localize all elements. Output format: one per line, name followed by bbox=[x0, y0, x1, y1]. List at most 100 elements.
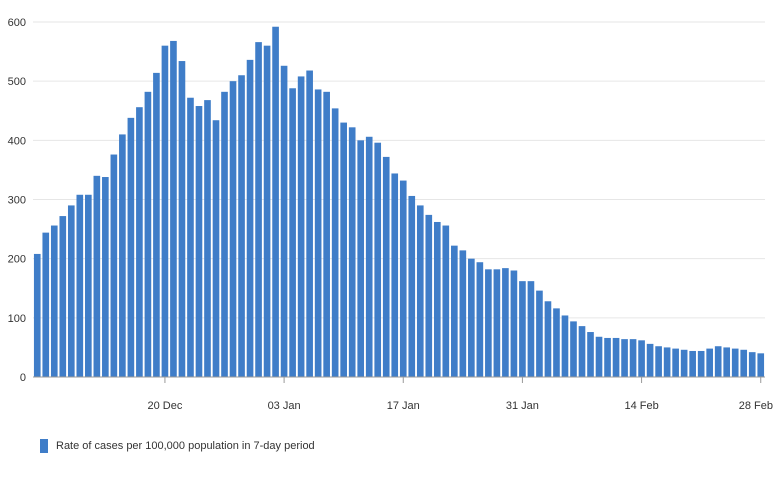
bar[interactable] bbox=[536, 290, 543, 377]
bar[interactable] bbox=[748, 352, 756, 377]
bar[interactable] bbox=[297, 76, 305, 378]
bar[interactable] bbox=[731, 348, 739, 377]
bar[interactable] bbox=[612, 337, 620, 377]
bar[interactable] bbox=[570, 321, 577, 377]
bar[interactable] bbox=[153, 72, 160, 377]
bar[interactable] bbox=[544, 301, 552, 377]
bar[interactable] bbox=[374, 142, 382, 377]
bar[interactable] bbox=[323, 91, 330, 377]
bar[interactable] bbox=[119, 134, 126, 377]
bar[interactable] bbox=[161, 45, 169, 378]
bar[interactable] bbox=[212, 120, 220, 377]
bar[interactable] bbox=[238, 75, 245, 377]
bar[interactable] bbox=[289, 88, 296, 378]
bar[interactable] bbox=[42, 232, 50, 377]
bar[interactable] bbox=[519, 281, 526, 377]
x-tick-label: 28 Feb bbox=[739, 400, 773, 412]
y-tick-label: 500 bbox=[8, 76, 26, 88]
bar[interactable] bbox=[331, 108, 339, 377]
legend-label: Rate of cases per 100,000 population in … bbox=[56, 440, 315, 452]
bars bbox=[33, 26, 765, 378]
bar[interactable] bbox=[578, 326, 586, 377]
bar[interactable] bbox=[485, 269, 492, 377]
bar[interactable] bbox=[629, 339, 637, 377]
bar[interactable] bbox=[621, 339, 628, 377]
bar[interactable] bbox=[76, 194, 84, 377]
bar[interactable] bbox=[672, 348, 679, 377]
bar[interactable] bbox=[587, 332, 594, 377]
bar[interactable] bbox=[255, 42, 262, 378]
bar[interactable] bbox=[110, 154, 118, 377]
bar[interactable] bbox=[357, 140, 365, 377]
bar[interactable] bbox=[306, 70, 313, 378]
bar[interactable] bbox=[195, 106, 203, 378]
bar[interactable] bbox=[314, 89, 322, 377]
bar[interactable] bbox=[442, 225, 450, 377]
bar[interactable] bbox=[510, 270, 518, 378]
bar[interactable] bbox=[604, 337, 611, 377]
bar[interactable] bbox=[459, 250, 467, 377]
bar[interactable] bbox=[561, 315, 569, 377]
bar[interactable] bbox=[706, 348, 713, 377]
bar[interactable] bbox=[689, 350, 696, 377]
bar[interactable] bbox=[493, 269, 501, 377]
bar[interactable] bbox=[204, 100, 211, 377]
bar[interactable] bbox=[408, 195, 416, 377]
bar[interactable] bbox=[553, 308, 560, 377]
bar[interactable] bbox=[680, 349, 688, 377]
bar[interactable] bbox=[416, 205, 424, 377]
bar[interactable] bbox=[170, 40, 177, 378]
bar[interactable] bbox=[646, 343, 654, 377]
bar[interactable] bbox=[280, 65, 288, 377]
bar[interactable] bbox=[740, 349, 748, 377]
bar[interactable] bbox=[272, 26, 279, 377]
legend[interactable]: Rate of cases per 100,000 population in … bbox=[40, 437, 315, 455]
bar[interactable] bbox=[663, 347, 671, 377]
bar[interactable] bbox=[714, 346, 722, 377]
x-tick-label: 31 Jan bbox=[506, 400, 539, 412]
bar[interactable] bbox=[85, 194, 92, 377]
bar[interactable] bbox=[595, 336, 603, 377]
y-tick-label: 0 bbox=[20, 372, 26, 384]
bar[interactable] bbox=[340, 122, 347, 377]
bar[interactable] bbox=[476, 262, 484, 377]
bar[interactable] bbox=[221, 91, 228, 377]
bar[interactable] bbox=[433, 221, 441, 377]
bar[interactable] bbox=[33, 253, 41, 377]
bar[interactable] bbox=[382, 156, 390, 377]
bar[interactable] bbox=[399, 180, 407, 377]
bar[interactable] bbox=[136, 107, 143, 377]
bar[interactable] bbox=[468, 258, 475, 377]
bar[interactable] bbox=[502, 268, 509, 377]
gridlines bbox=[33, 21, 765, 319]
bar[interactable] bbox=[127, 117, 135, 377]
bar[interactable] bbox=[102, 177, 109, 377]
bar[interactable] bbox=[391, 173, 399, 377]
bar[interactable] bbox=[59, 216, 67, 377]
bar[interactable] bbox=[263, 45, 271, 378]
y-tick-label: 200 bbox=[8, 254, 26, 266]
bar[interactable] bbox=[757, 353, 765, 377]
bar[interactable] bbox=[425, 214, 433, 377]
bar[interactable] bbox=[365, 136, 373, 377]
bar[interactable] bbox=[348, 127, 356, 377]
bar[interactable] bbox=[246, 59, 254, 378]
axes: 0 100 200 300 400 500 600 20 Dec 03 Jan 17 Jan 31 … bbox=[8, 17, 773, 412]
bar[interactable] bbox=[655, 346, 662, 377]
bar-chart: 0 100 200 300 400 500 600 20 Dec 03 Jan 17 Jan 31 … bbox=[8, 17, 773, 412]
bar[interactable] bbox=[178, 61, 186, 378]
bar[interactable] bbox=[50, 225, 58, 377]
bar[interactable] bbox=[638, 340, 645, 377]
bar[interactable] bbox=[187, 97, 194, 377]
bar[interactable] bbox=[697, 350, 705, 377]
bar[interactable] bbox=[451, 245, 458, 377]
bar[interactable] bbox=[144, 91, 152, 377]
bar[interactable] bbox=[67, 205, 75, 377]
bar[interactable] bbox=[723, 347, 731, 377]
y-tick-label: 300 bbox=[8, 195, 26, 207]
bar[interactable] bbox=[229, 81, 237, 378]
bar[interactable] bbox=[527, 281, 535, 377]
x-tick-label: 14 Feb bbox=[624, 400, 658, 412]
bar[interactable] bbox=[93, 175, 101, 377]
y-tick-label: 100 bbox=[8, 313, 26, 325]
